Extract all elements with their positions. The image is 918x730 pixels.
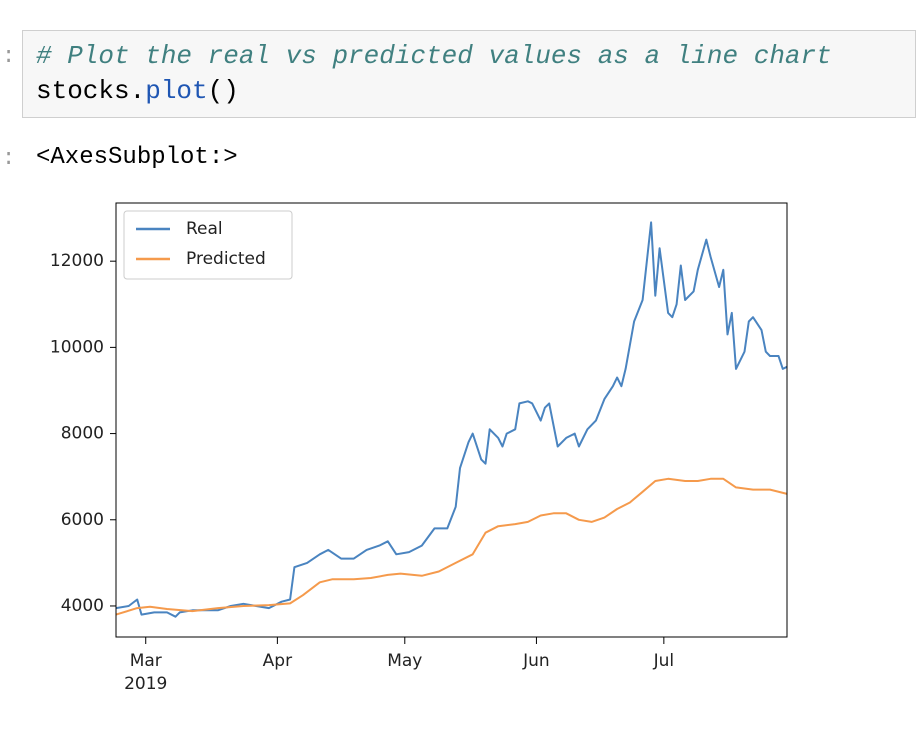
input-prompt: : [2,44,16,69]
y-tick-label: 6000 [61,510,104,530]
series-line [115,221,788,618]
legend-label: Predicted [186,249,266,269]
series-line [115,477,788,616]
x-tick-label: Mar [130,651,162,671]
y-tick-label: 12000 [50,251,104,271]
code-comment: # Plot the real vs predicted values as a… [36,41,832,71]
x-tick-sublabel: 2019 [124,674,167,694]
y-tick-label: 8000 [61,424,104,444]
code-line: stocks.plot() [36,76,239,106]
code-token: stocks. [36,76,146,106]
x-tick-label: Apr [263,651,292,671]
y-tick-label: 10000 [50,337,104,357]
output-text: <AxesSubplot:> [36,144,238,171]
code-cell[interactable]: # Plot the real vs predicted values as a… [22,30,916,118]
code-token: plot [145,76,208,106]
code-token: () [207,76,239,106]
y-tick-label: 4000 [61,596,104,616]
plot-frame [115,202,788,638]
legend-label: Real [186,219,223,239]
x-tick-label: Jul [653,651,675,671]
x-tick-label: Jun [522,651,550,671]
output-prompt: : [2,146,16,171]
x-tick-label: May [387,651,422,671]
